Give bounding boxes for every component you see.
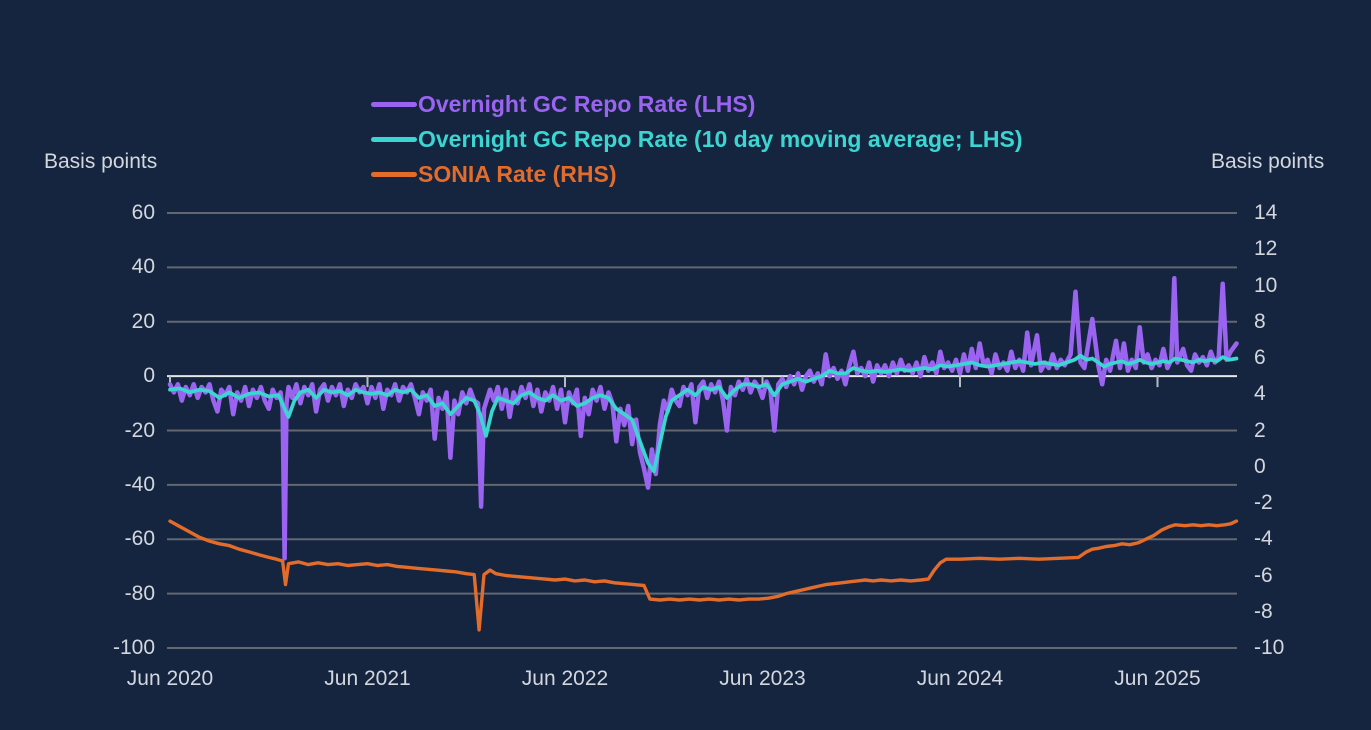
legend-item: Overnight GC Repo Rate (LHS) — [371, 92, 1023, 116]
left-axis-tick-label: 40 — [131, 255, 155, 279]
overnight-gc-repo-rate-line — [167, 276, 1239, 561]
right-axis-tick-label: -8 — [1254, 599, 1273, 623]
right-axis-title: Basis points — [1211, 150, 1325, 173]
left-axis-tick-label: -40 — [124, 472, 155, 496]
x-axis-tick-label: Jun 2020 — [126, 667, 214, 690]
left-axis-tick-label: -20 — [124, 418, 155, 442]
left-axis-tick-label: -60 — [124, 527, 155, 551]
left-axis-title: Basis points — [44, 150, 158, 173]
legend: Overnight GC Repo Rate (LHS) Overnight G… — [371, 92, 1023, 197]
right-axis-tick-label: 2 — [1254, 418, 1266, 442]
x-axis-tick-label: Jun 2024 — [916, 667, 1004, 690]
right-axis-tick-label: 8 — [1254, 309, 1266, 333]
left-axis-tick-label: -80 — [124, 581, 155, 605]
legend-line-swatch-repo — [371, 101, 417, 107]
legend-line-swatch-sonia — [371, 171, 417, 177]
right-axis-tick-label: -10 — [1254, 636, 1285, 659]
right-axis-tick-label: 10 — [1254, 273, 1278, 297]
legend-label-repo: Overnight GC Repo Rate (LHS) — [418, 91, 756, 117]
legend-label-sonia: SONIA Rate (RHS) — [418, 161, 617, 187]
right-axis-tick-label: -2 — [1254, 491, 1273, 514]
left-axis-tick-label: 20 — [131, 309, 155, 333]
right-axis-tick-label: 6 — [1254, 346, 1266, 369]
left-axis-tick-label: -100 — [112, 636, 155, 659]
x-axis-tick-label: Jun 2021 — [324, 667, 411, 690]
legend-item: Overnight GC Repo Rate (10 day moving av… — [371, 127, 1023, 151]
overnight-gc-repo-rate-10d-ma-line — [168, 353, 1239, 474]
left-axis-tick-label: 60 — [131, 201, 155, 224]
legend-item: SONIA Rate (RHS) — [371, 162, 1023, 186]
left-axis-tick-label: 0 — [143, 364, 155, 388]
legend-line-swatch-repo-ma — [371, 136, 417, 142]
right-axis-tick-label: -6 — [1254, 563, 1273, 587]
right-axis-tick-label: 14 — [1254, 201, 1278, 224]
right-axis-tick-label: -4 — [1254, 527, 1273, 551]
sonia-rate-line — [168, 519, 1239, 632]
x-axis-tick-label: Jun 2023 — [719, 667, 806, 690]
x-axis-tick-label: Jun 2022 — [521, 667, 609, 690]
x-axis-tick-label: Jun 2025 — [1114, 667, 1201, 690]
right-axis-tick-label: 12 — [1254, 237, 1278, 261]
right-axis-tick-label: 4 — [1254, 382, 1266, 406]
right-axis-tick-label: 0 — [1254, 454, 1266, 478]
legend-label-repo-ma: Overnight GC Repo Rate (10 day moving av… — [418, 126, 1023, 152]
